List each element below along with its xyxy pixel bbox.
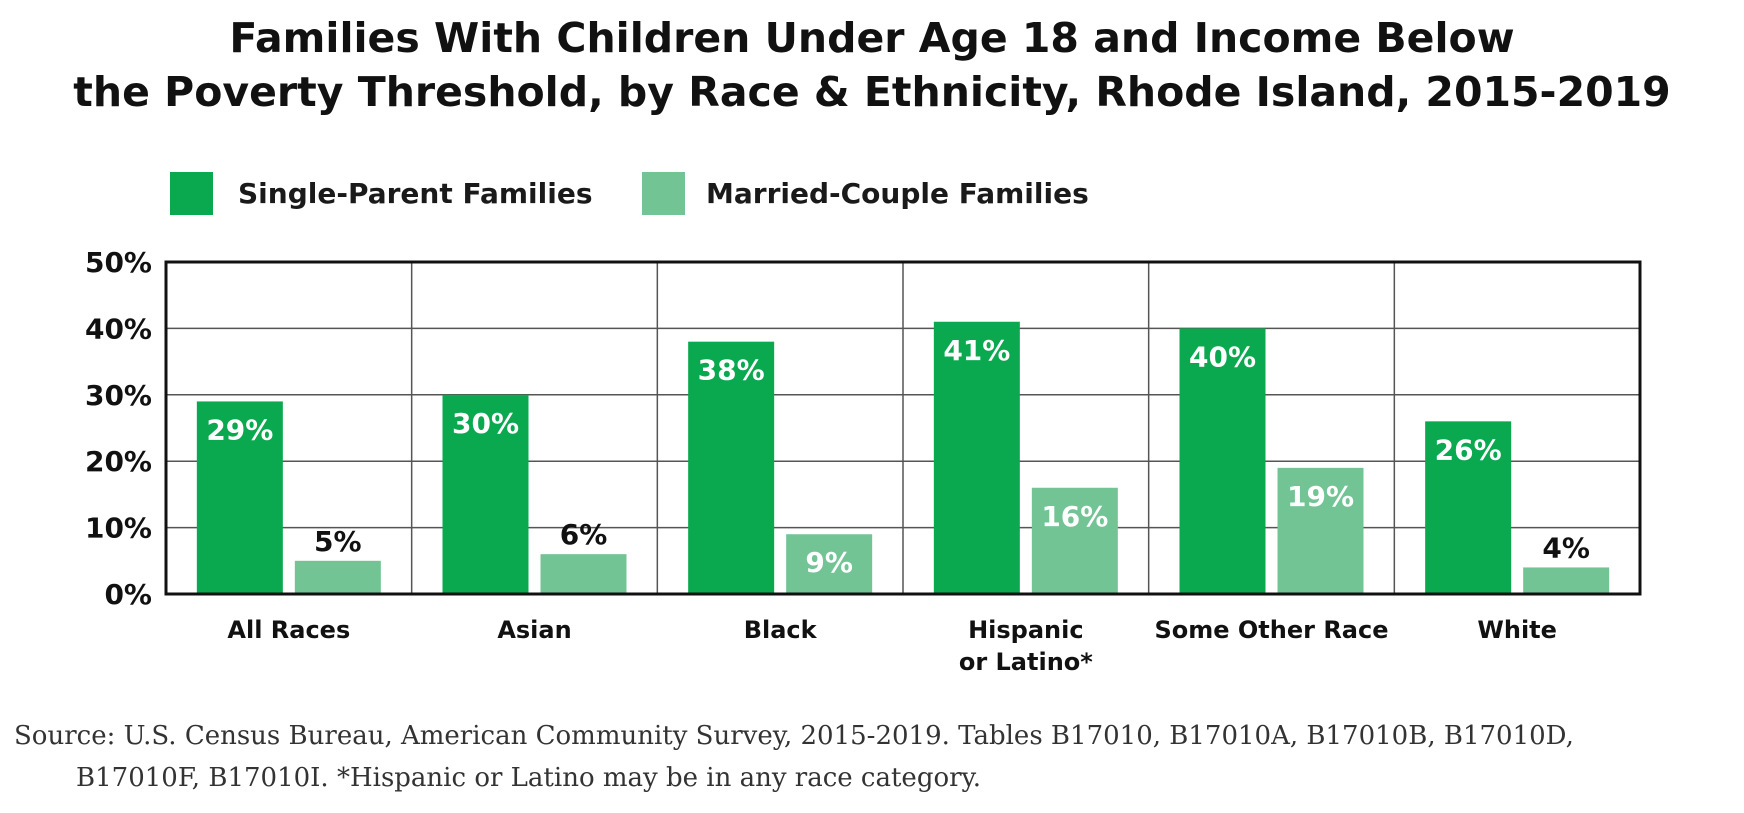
x-category-label: or Latino* bbox=[959, 648, 1093, 676]
x-category-label: Hispanic bbox=[968, 616, 1084, 644]
x-category-label: All Races bbox=[227, 616, 350, 644]
y-tick-label: 50% bbox=[85, 246, 152, 279]
bar-single-parent bbox=[1425, 421, 1512, 594]
source-note: Source: U.S. Census Bureau, American Com… bbox=[14, 721, 1574, 793]
x-category-label: Asian bbox=[497, 616, 571, 644]
data-label-single-parent: 29% bbox=[206, 413, 273, 446]
bar-single-parent bbox=[196, 401, 283, 594]
x-category-label: White bbox=[1477, 616, 1557, 644]
legend-label-married-couple: Married-Couple Families bbox=[706, 177, 1089, 210]
bar-married-couple bbox=[1031, 487, 1118, 594]
bar-married-couple bbox=[1277, 467, 1364, 594]
y-tick-label: 10% bbox=[85, 512, 152, 545]
data-labels: 29% 30% 38% 41% 40% 26% 5% 6% 9% 16% 19% 4% bbox=[206, 334, 1590, 579]
legend-label-single-parent: Single-Parent Families bbox=[238, 177, 592, 210]
data-label-single-parent: 26% bbox=[1435, 433, 1502, 466]
bar-single-parent bbox=[933, 321, 1020, 594]
data-label-single-parent: 41% bbox=[943, 334, 1010, 367]
data-label-married-couple: 5% bbox=[314, 525, 362, 558]
bar-single-parent bbox=[442, 394, 529, 594]
legend-swatch-married-couple bbox=[642, 172, 685, 215]
y-tick-label: 20% bbox=[85, 445, 152, 478]
source-line-2: B17010F, B17010I. *Hispanic or Latino ma… bbox=[76, 763, 981, 793]
bar-married-couple bbox=[1523, 567, 1610, 594]
data-label-married-couple: 6% bbox=[560, 518, 608, 551]
x-category-label: Black bbox=[744, 616, 818, 644]
chart-title-line-1: Families With Children Under Age 18 and … bbox=[229, 14, 1514, 62]
data-label-single-parent: 30% bbox=[452, 407, 519, 440]
legend-swatch-single-parent bbox=[170, 172, 213, 215]
data-label-single-parent: 38% bbox=[698, 354, 765, 387]
bar-married-couple bbox=[294, 560, 381, 594]
chart-title-line-2: the Poverty Threshold, by Race & Ethnici… bbox=[73, 68, 1670, 116]
y-axis-ticks: 0% 10% 20% 30% 40% 50% bbox=[85, 246, 152, 611]
data-label-married-couple: 19% bbox=[1287, 480, 1354, 513]
bar-single-parent bbox=[688, 341, 775, 594]
data-label-married-couple: 4% bbox=[1542, 531, 1590, 564]
bars bbox=[196, 321, 1610, 594]
bar-single-parent bbox=[1179, 328, 1266, 594]
legend: Single-Parent Families Married-Couple Fa… bbox=[170, 172, 1089, 215]
data-label-single-parent: 40% bbox=[1189, 340, 1256, 373]
bar-married-couple bbox=[786, 534, 873, 594]
y-tick-label: 0% bbox=[104, 578, 152, 611]
bar-married-couple bbox=[540, 554, 627, 594]
plot-frame bbox=[164, 260, 1642, 596]
gridlines bbox=[166, 262, 1640, 594]
y-tick-label: 30% bbox=[85, 379, 152, 412]
chart-title: Families With Children Under Age 18 and … bbox=[73, 14, 1670, 116]
source-line-1: Source: U.S. Census Bureau, American Com… bbox=[14, 721, 1574, 751]
x-axis-categories: All Races Asian Black Hispanic or Latino* Som… bbox=[227, 616, 1557, 676]
data-label-married-couple: 16% bbox=[1041, 500, 1108, 533]
data-label-married-couple: 9% bbox=[805, 546, 853, 579]
x-category-label: Some Other Race bbox=[1154, 616, 1388, 644]
y-tick-label: 40% bbox=[85, 312, 152, 345]
